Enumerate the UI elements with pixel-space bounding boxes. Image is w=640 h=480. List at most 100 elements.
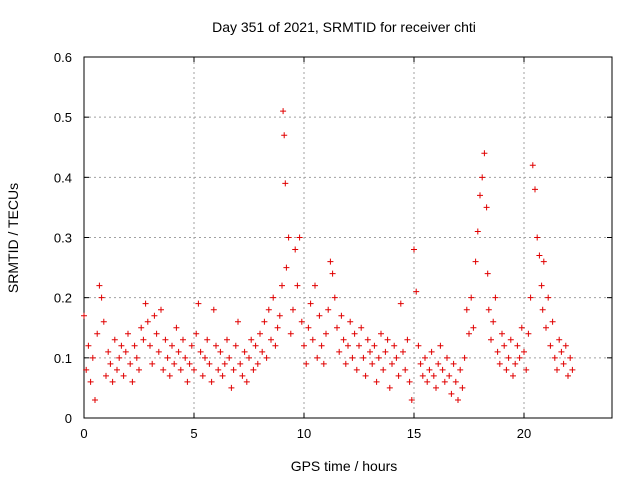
data-point — [263, 354, 270, 361]
data-point — [235, 318, 241, 325]
data-point — [551, 354, 558, 361]
y-tick-label: 0.6 — [54, 50, 72, 65]
data-point — [158, 306, 164, 313]
data-point — [81, 312, 87, 319]
data-point — [545, 294, 552, 301]
data-point — [199, 372, 206, 379]
data-point — [367, 348, 373, 355]
data-point — [153, 330, 160, 337]
data-point — [303, 360, 310, 367]
data-point — [142, 300, 149, 307]
data-point — [331, 294, 338, 301]
data-point — [417, 360, 424, 367]
data-point — [215, 366, 222, 373]
x-tick-label: 20 — [517, 426, 531, 441]
data-point — [221, 360, 228, 367]
data-point — [118, 342, 125, 349]
data-point — [353, 366, 360, 373]
data-point — [100, 318, 107, 325]
data-point — [391, 342, 398, 349]
data-point — [320, 360, 327, 367]
data-point — [193, 330, 200, 337]
data-point — [186, 360, 193, 367]
data-point — [426, 366, 433, 373]
data-point — [393, 354, 400, 361]
data-point — [518, 324, 525, 331]
data-point — [298, 318, 305, 325]
data-point — [419, 372, 426, 379]
data-point — [496, 360, 503, 367]
data-point — [250, 366, 257, 373]
data-point — [228, 384, 235, 391]
y-tick-label: 0.1 — [54, 351, 72, 366]
data-point — [197, 348, 204, 355]
data-point — [539, 306, 546, 313]
data-point — [406, 378, 413, 385]
data-point — [208, 378, 215, 385]
data-point — [87, 378, 94, 385]
data-point — [184, 378, 191, 385]
data-point — [455, 396, 461, 403]
data-point — [164, 354, 171, 361]
data-point — [485, 306, 492, 313]
data-point — [503, 366, 510, 373]
data-point — [309, 336, 316, 343]
data-point — [160, 366, 167, 373]
data-point — [219, 372, 226, 379]
data-point — [292, 246, 299, 253]
data-point — [472, 258, 479, 265]
data-point — [144, 318, 151, 325]
data-point — [282, 180, 289, 187]
data-point — [356, 342, 362, 349]
data-point — [433, 384, 439, 391]
data-point — [413, 288, 420, 295]
data-point — [257, 330, 263, 337]
x-tick-label: 10 — [297, 426, 311, 441]
data-point — [470, 324, 477, 331]
data-point — [237, 360, 244, 367]
data-point — [213, 342, 219, 349]
data-point — [371, 342, 378, 349]
data-point — [274, 324, 281, 331]
data-point — [116, 354, 123, 361]
data-point — [89, 354, 96, 361]
data-point — [446, 372, 453, 379]
data-point — [448, 390, 455, 397]
data-point — [280, 108, 287, 115]
data-point — [259, 348, 266, 355]
data-point — [204, 336, 211, 343]
data-point — [323, 330, 329, 337]
data-point — [140, 336, 147, 343]
data-point — [397, 300, 404, 307]
data-point — [169, 342, 175, 349]
data-point — [305, 324, 312, 331]
data-point — [424, 378, 431, 385]
data-point — [461, 354, 468, 361]
data-point — [468, 294, 475, 301]
data-point — [243, 378, 250, 385]
data-point — [272, 342, 279, 349]
data-point — [149, 360, 156, 367]
grid-lines — [84, 57, 612, 418]
data-point — [490, 318, 497, 325]
data-point — [107, 360, 114, 367]
data-point — [162, 336, 169, 343]
data-point — [459, 384, 466, 391]
data-point — [180, 336, 186, 343]
data-point — [312, 282, 318, 289]
data-point — [479, 174, 486, 181]
data-point — [430, 372, 437, 379]
data-point — [404, 336, 411, 343]
data-point — [437, 342, 444, 349]
data-point — [281, 132, 288, 139]
data-point — [547, 342, 554, 349]
data-point — [484, 270, 491, 277]
data-point — [171, 360, 178, 367]
data-point — [232, 342, 239, 349]
data-point — [195, 300, 202, 307]
data-point — [362, 372, 369, 379]
data-point — [444, 354, 450, 361]
y-axis-label: SRMTID / TECUs — [5, 183, 21, 293]
data-point — [516, 354, 523, 361]
